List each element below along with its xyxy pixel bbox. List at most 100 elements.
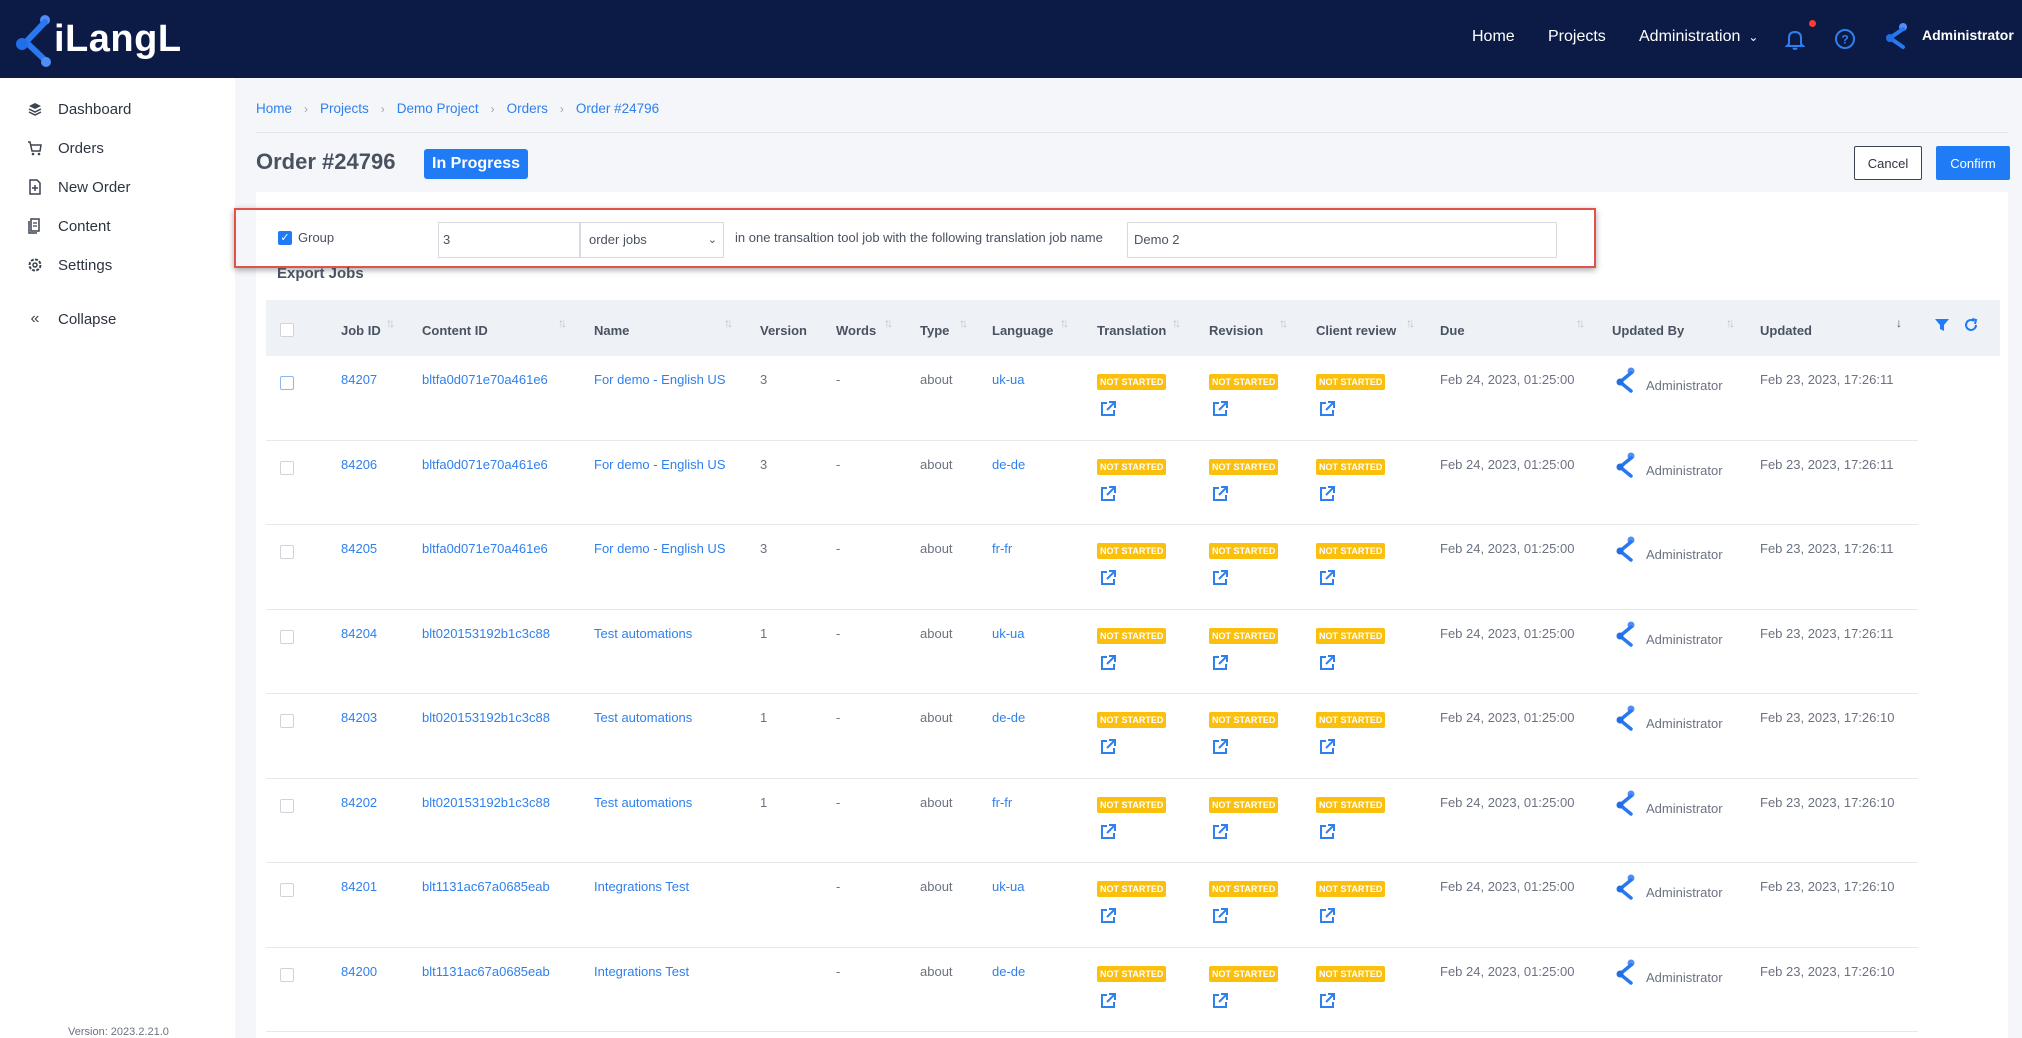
external-link-icon[interactable]: [1099, 400, 1117, 418]
col-due[interactable]: Due: [1440, 323, 1465, 338]
external-link-icon[interactable]: [1318, 654, 1336, 672]
sort-desc-icon[interactable]: ↓: [1896, 316, 1902, 330]
job-id-link[interactable]: 84203: [341, 710, 378, 725]
external-link-icon[interactable]: [1099, 738, 1117, 756]
job-name-input[interactable]: Demo 2: [1127, 222, 1557, 258]
name-link[interactable]: Test automations: [594, 710, 693, 725]
breadcrumb-projects[interactable]: Projects: [320, 101, 369, 116]
job-id-link[interactable]: 84204: [341, 625, 378, 641]
row-checkbox[interactable]: [280, 714, 294, 728]
sort-icon[interactable]: ↑↓: [1576, 316, 1585, 330]
col-language[interactable]: Language: [992, 323, 1054, 338]
row-checkbox[interactable]: [280, 629, 294, 644]
external-link-icon[interactable]: [1318, 907, 1336, 925]
group-count-input[interactable]: 3: [438, 222, 580, 258]
external-link-icon[interactable]: [1099, 654, 1117, 672]
sort-icon[interactable]: ↑↓: [724, 316, 733, 330]
nav-projects[interactable]: Projects: [1548, 28, 1606, 45]
job-id-link[interactable]: 84202: [341, 794, 378, 810]
row-checkbox[interactable]: [280, 545, 294, 559]
language-link[interactable]: de-de: [992, 710, 1026, 725]
group-checkbox[interactable]: ✓: [278, 231, 292, 245]
row-checkbox[interactable]: [280, 460, 294, 475]
external-link-icon[interactable]: [1099, 907, 1117, 925]
sort-icon[interactable]: ↑↓: [1279, 316, 1288, 330]
ilangl-logo-icon[interactable]: [12, 12, 172, 68]
sort-icon[interactable]: ↑↓: [884, 316, 893, 330]
col-type[interactable]: Type: [920, 323, 950, 338]
name-link[interactable]: For demo - English US: [594, 372, 726, 387]
job-id-link[interactable]: 84200: [341, 963, 378, 979]
content-id-link[interactable]: blt1131ac67a0685eab: [422, 879, 550, 894]
sort-icon[interactable]: ↑↓: [1406, 316, 1415, 330]
sort-icon[interactable]: ↑↓: [1060, 316, 1069, 330]
breadcrumb-orders[interactable]: Orders: [506, 101, 548, 116]
external-link-icon[interactable]: [1099, 992, 1117, 1010]
content-id-link[interactable]: blt1131ac67a0685eab: [422, 963, 550, 979]
refresh-icon[interactable]: [1963, 317, 1979, 333]
col-name[interactable]: Name: [594, 323, 630, 338]
job-id-link[interactable]: 84201: [341, 879, 378, 894]
job-id-link[interactable]: 84207: [341, 372, 378, 387]
language-link[interactable]: de-de: [992, 963, 1026, 979]
row-checkbox[interactable]: [280, 883, 294, 897]
name-link[interactable]: Test automations: [594, 625, 693, 641]
name-link[interactable]: Test automations: [594, 794, 693, 810]
sort-icon[interactable]: ↑↓: [959, 316, 968, 330]
external-link-icon[interactable]: [1211, 907, 1229, 925]
sidebar-item-dashboard[interactable]: Dashboard: [26, 97, 131, 121]
external-link-icon[interactable]: [1211, 569, 1229, 587]
select-all-checkbox[interactable]: [280, 323, 294, 337]
sidebar-collapse[interactable]: « Collapse: [26, 307, 117, 331]
job-id-link[interactable]: 84205: [341, 541, 378, 556]
sort-icon[interactable]: ↑↓: [386, 316, 395, 330]
external-link-icon[interactable]: [1318, 738, 1336, 756]
notification-bell-icon[interactable]: [1784, 28, 1806, 50]
help-icon[interactable]: ?: [1834, 28, 1856, 50]
external-link-icon[interactable]: [1211, 738, 1229, 756]
job-id-link[interactable]: 84206: [341, 456, 378, 472]
external-link-icon[interactable]: [1099, 485, 1117, 503]
filter-icon[interactable]: [1934, 317, 1950, 333]
language-link[interactable]: uk-ua: [992, 625, 1025, 641]
col-content-id[interactable]: Content ID: [422, 323, 488, 338]
col-updated-by[interactable]: Updated By: [1612, 323, 1685, 338]
col-words[interactable]: Words: [836, 323, 877, 338]
col-updated[interactable]: Updated: [1760, 323, 1812, 338]
col-translation[interactable]: Translation: [1097, 323, 1167, 338]
external-link-icon[interactable]: [1318, 569, 1336, 587]
col-job-id[interactable]: Job ID: [341, 323, 381, 338]
content-id-link[interactable]: blt020153192b1c3c88: [422, 794, 550, 810]
nav-administration[interactable]: Administration ⌄: [1639, 28, 1758, 46]
confirm-button[interactable]: Confirm: [1936, 146, 2010, 180]
language-link[interactable]: fr-fr: [992, 541, 1013, 556]
external-link-icon[interactable]: [1211, 485, 1229, 503]
external-link-icon[interactable]: [1211, 400, 1229, 418]
sidebar-item-settings[interactable]: Settings: [26, 253, 112, 277]
content-id-link[interactable]: bltfa0d071e70a461e6: [422, 372, 548, 387]
external-link-icon[interactable]: [1318, 400, 1336, 418]
col-client-review[interactable]: Client review: [1316, 323, 1397, 338]
group-unit-select[interactable]: order jobs ⌄: [580, 222, 724, 258]
external-link-icon[interactable]: [1318, 992, 1336, 1010]
cancel-button[interactable]: Cancel: [1854, 146, 1922, 180]
sort-icon[interactable]: ↑↓: [558, 316, 567, 330]
sidebar-item-content[interactable]: Content: [26, 214, 111, 238]
sidebar-item-new-order[interactable]: New Order: [26, 175, 131, 199]
name-link[interactable]: For demo - English US: [594, 541, 726, 556]
external-link-icon[interactable]: [1099, 569, 1117, 587]
breadcrumb-home[interactable]: Home: [256, 101, 293, 116]
name-link[interactable]: For demo - English US: [594, 456, 726, 472]
row-checkbox[interactable]: [280, 376, 294, 390]
language-link[interactable]: uk-ua: [992, 879, 1025, 894]
external-link-icon[interactable]: [1318, 485, 1336, 503]
sort-icon[interactable]: ↑↓: [1726, 316, 1735, 330]
name-link[interactable]: Integrations Test: [594, 879, 690, 894]
external-link-icon[interactable]: [1211, 992, 1229, 1010]
nav-home[interactable]: Home: [1472, 28, 1515, 45]
col-revision[interactable]: Revision: [1209, 323, 1264, 338]
breadcrumb-order[interactable]: Order #24796: [575, 101, 660, 116]
content-id-link[interactable]: bltfa0d071e70a461e6: [422, 541, 548, 556]
language-link[interactable]: uk-ua: [992, 372, 1025, 387]
external-link-icon[interactable]: [1099, 823, 1117, 841]
